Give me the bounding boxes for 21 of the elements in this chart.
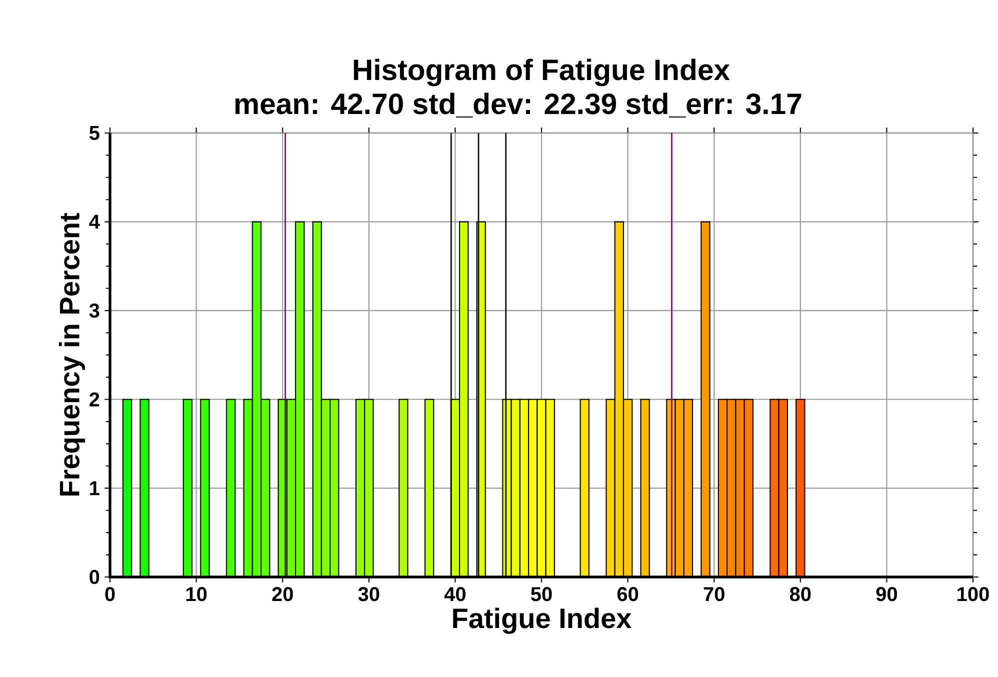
y-tick-label: 4: [89, 214, 100, 229]
x-tick-label: 90: [876, 587, 897, 602]
x-tick-label: 100: [958, 587, 989, 602]
x-axis-title: Fatigue Index: [453, 608, 632, 634]
x-tick-label: 20: [272, 587, 293, 602]
y-tick-label: 0: [90, 570, 100, 584]
y-axis-title: Frequency in Percent: [58, 212, 86, 496]
x-tick-label: 80: [790, 587, 811, 602]
x-tick-label: 40: [444, 587, 466, 602]
x-tick-label: 60: [617, 587, 638, 602]
x-tick-label: 10: [186, 587, 207, 602]
x-tick-label: 0: [105, 587, 115, 602]
y-tick-label: 5: [89, 126, 100, 140]
chart-subtitle: mean: 42.70 std_dev: 22.39 std_err: 3.17: [235, 92, 802, 118]
x-tick-label: 50: [530, 587, 552, 602]
x-tick-label: 70: [704, 587, 724, 602]
y-tick-label: 3: [89, 303, 100, 318]
x-tick-label: 30: [358, 587, 380, 602]
chart-title: Histogram of Fatigue Index: [354, 58, 730, 86]
y-tick-label: 2: [90, 392, 100, 406]
y-tick-label: 1: [90, 481, 100, 496]
